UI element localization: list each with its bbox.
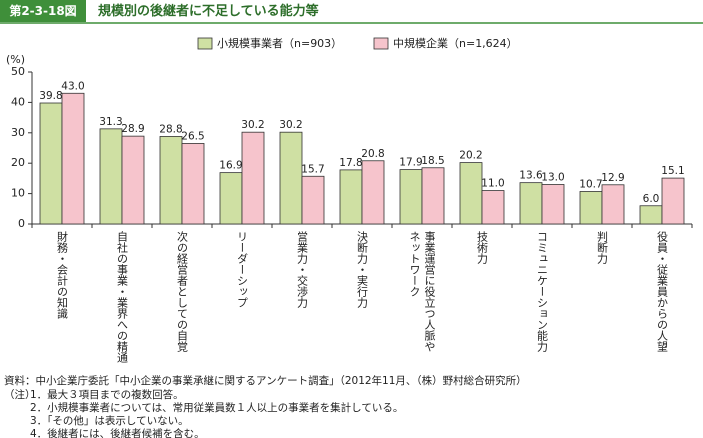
bar — [541, 184, 565, 225]
chart-title: 規模別の後継者に不足している能力等 — [98, 3, 319, 19]
x-tick-label: リーダーシップ — [235, 231, 249, 308]
bar — [459, 162, 483, 225]
note-item: 3．「その他」は表示していない。 — [30, 415, 189, 427]
value-label: 17.9 — [399, 157, 422, 169]
figure-label-box — [0, 0, 86, 22]
note-item: 1．最大３項目までの複数回答。 — [30, 389, 184, 401]
x-tick-label: 事業運営に役立つ人脈や ネットワーク — [408, 231, 436, 352]
y-tick-label: 50 — [11, 65, 25, 78]
value-label: 28.9 — [121, 123, 144, 135]
bar — [121, 135, 145, 225]
bar — [481, 190, 505, 225]
note-item: 4．後継者には、後継者候補を含む。 — [30, 428, 205, 438]
bar — [61, 92, 85, 225]
y-tick-label: 10 — [11, 187, 25, 200]
bar — [339, 169, 363, 225]
source: 資料：中小企業庁委託「中小企業の事業承継に関するアンケート調査」（2012年11… — [4, 375, 527, 387]
value-label: 39.8 — [39, 90, 62, 102]
bar — [241, 131, 265, 225]
bar — [219, 172, 243, 225]
bar — [361, 160, 385, 225]
bar — [99, 128, 123, 225]
x-tick-label: 決断力・実行力 — [355, 231, 369, 308]
bar — [661, 177, 685, 225]
value-label: 20.2 — [459, 150, 482, 162]
x-tick-label: 営業力・交渉力 — [295, 231, 309, 308]
value-label: 31.3 — [99, 116, 122, 128]
value-label: 10.7 — [579, 178, 602, 190]
legend-label: 中規模企業（n=1,624） — [393, 36, 518, 50]
value-label: 15.7 — [301, 163, 324, 175]
bar — [39, 102, 63, 225]
legend-label: 小規模事業者（n=903） — [217, 36, 342, 50]
bar — [579, 191, 603, 225]
x-tick-label: 判断力 — [595, 231, 609, 264]
x-tick-label: 財務・会計の知識 — [55, 231, 69, 319]
bar — [181, 143, 205, 225]
y-tick-label: 0 — [18, 217, 25, 230]
value-label: 13.0 — [541, 171, 564, 183]
x-tick-label: 次の経営者としての自覚 — [175, 231, 189, 352]
value-label: 17.8 — [339, 157, 362, 169]
value-label: 12.9 — [601, 172, 624, 184]
x-tick-label: 役員・従業員からの人望 — [655, 231, 669, 352]
x-tick-label: 技術力 — [475, 231, 489, 264]
value-label: 6.0 — [643, 193, 660, 205]
value-label: 16.9 — [219, 160, 242, 172]
value-label: 28.8 — [159, 123, 182, 135]
value-label: 43.0 — [61, 80, 84, 92]
value-label: 30.2 — [279, 119, 302, 131]
notes-label: （注） — [4, 389, 36, 401]
legend-swatch — [197, 37, 213, 50]
bar — [639, 205, 663, 225]
value-label: 20.8 — [361, 148, 384, 160]
value-label: 11.0 — [481, 178, 504, 190]
figure-label: 第2-3-18図 — [9, 3, 76, 18]
bar — [301, 175, 325, 225]
y-tick-label: 40 — [11, 95, 25, 108]
value-label: 26.5 — [181, 130, 204, 142]
bar — [399, 169, 423, 225]
legend-swatch — [373, 37, 389, 50]
bar — [159, 136, 183, 225]
value-label: 15.1 — [661, 165, 684, 177]
bar — [519, 182, 543, 225]
value-label: 18.5 — [421, 155, 444, 167]
value-label: 30.2 — [241, 119, 264, 131]
y-tick-label: 20 — [11, 156, 25, 169]
note-item: 2．小規模事業者については、常用従業員数１人以上の事業者を集計している。 — [30, 402, 404, 414]
bar — [421, 167, 445, 225]
x-tick-label: 自社の事業・業界への精通 — [115, 231, 129, 363]
bar — [279, 131, 303, 225]
value-label: 13.6 — [519, 170, 543, 182]
bar — [601, 184, 625, 225]
y-axis-label: (%) — [6, 53, 25, 66]
y-tick-label: 30 — [11, 126, 25, 139]
x-tick-label: コミュニケーション能力 — [535, 231, 549, 352]
